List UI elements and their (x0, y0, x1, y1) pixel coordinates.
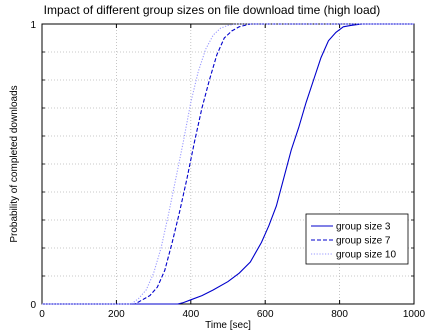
series-line-1 (42, 23, 414, 305)
legend-box (305, 213, 409, 265)
series-layer (42, 23, 414, 305)
y-tick-label: 0 (30, 300, 36, 311)
tick-layer: 0 200 400 600 800 1000 0 1 (30, 20, 425, 320)
series-line-3 (42, 23, 414, 305)
chart-title: Impact of different group sizes on file … (44, 3, 381, 17)
x-tick-label: 0 (39, 309, 45, 320)
x-tick-label: 200 (108, 309, 125, 320)
x-axis-label: Time [sec] (205, 320, 251, 331)
series-line-2 (42, 23, 414, 305)
legend-items: group size 3 group size 7 group size 10 (311, 222, 396, 261)
x-tick-label: 600 (257, 309, 274, 320)
legend-label-1: group size 3 (336, 222, 391, 233)
x-tick-label: 400 (182, 309, 199, 320)
y-axis-label: Probability of completed downloads (9, 85, 20, 242)
x-tick-label: 800 (331, 309, 348, 320)
y-tick-label: 1 (30, 20, 36, 31)
legend-label-2: group size 7 (336, 236, 391, 247)
legend: group size 3 group size 7 group size 10 (305, 213, 409, 265)
x-tick-label: 1000 (403, 309, 425, 320)
legend-label-3: group size 10 (336, 250, 396, 261)
